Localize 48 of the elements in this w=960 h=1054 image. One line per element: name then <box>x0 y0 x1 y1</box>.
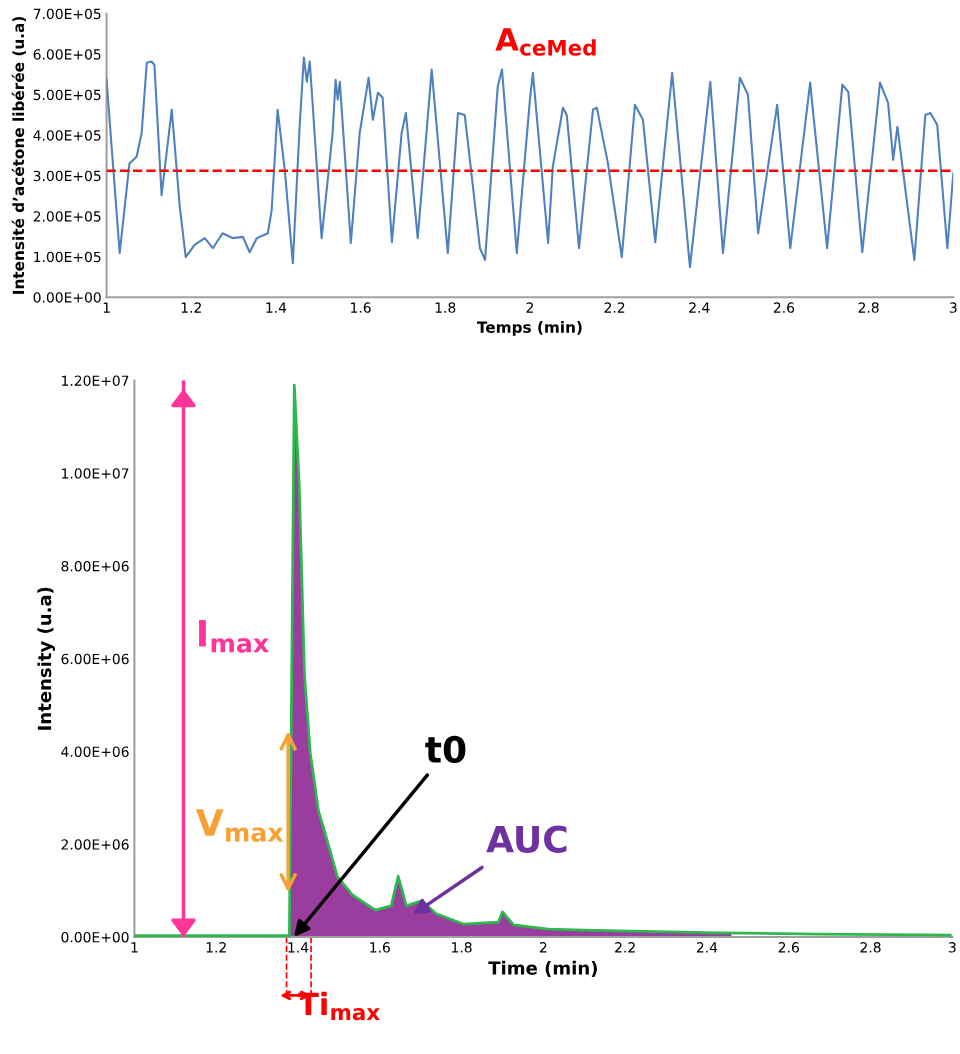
x-tick-label: 1.6 <box>370 942 390 953</box>
x-tick-label: 1.2 <box>181 302 201 313</box>
x-tick-label: 2.4 <box>689 302 710 313</box>
y-tick-label: 0.00E+00 <box>61 931 129 943</box>
x-tick-label: 2 <box>539 942 547 953</box>
line-series <box>106 56 954 269</box>
y-tick-label: 1.20E+07 <box>62 375 129 386</box>
x-tick-label: 2.8 <box>858 302 879 313</box>
y-axis-title: Intensité d’acétone libérée (u.a) <box>11 17 26 294</box>
y-tick-label: 8.00E+06 <box>61 560 129 572</box>
y-tick-label: 2.00E+06 <box>61 839 129 850</box>
x-tick-label: 2.2 <box>604 302 625 313</box>
x-axis-title: Time (min) <box>488 960 597 977</box>
x-tick-label: 1 <box>131 942 138 953</box>
y-tick-label: 6.00E+05 <box>33 49 101 60</box>
annotation: t0 <box>425 735 466 764</box>
x-tick-label: 2 <box>526 302 533 313</box>
x-tick-label: 1.8 <box>435 302 456 313</box>
x-tick-label: 1.8 <box>452 942 472 953</box>
y-tick-label: 4.00E+06 <box>61 746 129 757</box>
x-tick-label: 1.6 <box>351 302 371 313</box>
y-tick-label: 5.00E+05 <box>33 89 101 101</box>
y-tick-label: 1.00E+05 <box>34 251 101 263</box>
x-tick-label: 1 <box>103 302 110 313</box>
x-tick-label: 1.2 <box>206 942 226 953</box>
x-tick-label: 2.8 <box>860 942 881 953</box>
x-tick-label: 1.4 <box>288 942 309 953</box>
x-tick-label: 2.6 <box>778 942 799 953</box>
ref-line-label: I$_{max}$ <box>199 620 269 653</box>
y-tick-label: 6.00E+06 <box>61 653 129 665</box>
annotation: V$_{max}$ <box>195 809 284 842</box>
y-tick-label: 2.00E+05 <box>33 211 101 222</box>
annotation: AUC <box>486 825 567 853</box>
y-tick-label: 3.00E+05 <box>33 170 101 182</box>
y-tick-label: 7.00E+05 <box>33 8 101 20</box>
x-tick-label: 1.4 <box>266 302 287 313</box>
chart-title: A$_{ceMed}$ <box>495 28 596 56</box>
y-tick-label: 0.00E+00 <box>33 292 101 303</box>
x-tick-label: 3 <box>949 302 957 313</box>
x-tick-label: 2.2 <box>615 942 635 953</box>
x-tick-label: 2.4 <box>696 942 718 953</box>
y-axis-title: Intensity (u.a) <box>37 587 55 730</box>
x-tick-label: 2.6 <box>773 302 795 313</box>
y-tick-label: 1.00E+07 <box>62 468 129 479</box>
x-tick-label: 3 <box>948 942 956 953</box>
y-tick-label: 4.00E+05 <box>33 130 101 141</box>
line-series <box>134 383 952 937</box>
x-axis-title: Temps (min) <box>476 321 582 336</box>
